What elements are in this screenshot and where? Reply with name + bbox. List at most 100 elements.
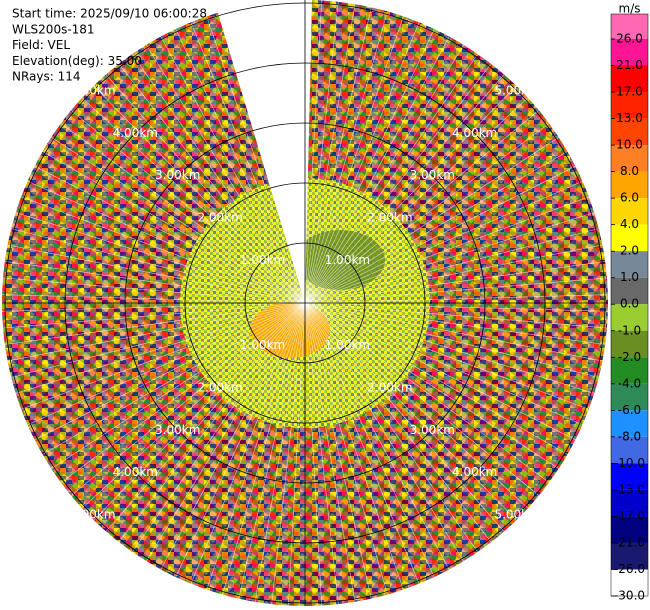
colorbar-segment (611, 145, 648, 172)
ray (304, 97, 529, 304)
colorbar-segment (611, 14, 648, 39)
ray (70, 302, 306, 496)
ray (304, 1, 339, 304)
range-label: 2.00km (197, 380, 242, 394)
range-ring (64, 62, 546, 544)
range-label: 3.00km (410, 423, 455, 437)
ray (132, 302, 306, 553)
range-label: 4.00km (113, 126, 158, 140)
range-label: 2.00km (367, 211, 412, 225)
colorbar-tick-label: 21.0 (616, 58, 643, 72)
ray (81, 97, 306, 304)
ray (11, 302, 306, 378)
range-label: 5.00km (494, 508, 539, 522)
ray (105, 302, 306, 532)
overlay-labels: 1.00km 1.00km 1.00km 1.00km 2.00km 2.00km 2.00… (12, 7, 540, 522)
colorbar-segment (611, 410, 648, 437)
range-label: 5.00km (70, 83, 115, 97)
colorbar-segment (611, 65, 648, 93)
ray (2, 294, 306, 304)
ray (105, 74, 306, 304)
ray (175, 28, 306, 304)
ray (304, 302, 568, 455)
range-label: 3.00km (155, 423, 200, 437)
colorbar-tick-label: 17.0 (616, 85, 643, 99)
range-label: 3.00km (410, 168, 455, 182)
range-label: 1.00km (325, 338, 370, 352)
ray (304, 302, 388, 595)
ray (304, 302, 583, 425)
ray (304, 302, 505, 532)
colorbar-tick-label: -26.0 (614, 562, 645, 576)
ray (34, 165, 306, 304)
ray (27, 302, 306, 425)
ray (304, 0, 322, 304)
colorbar-tick-label: -21.0 (614, 535, 645, 549)
ray (206, 302, 306, 590)
ray (304, 302, 599, 378)
ray (304, 302, 540, 496)
ray (304, 244, 603, 304)
ray (15, 302, 306, 394)
ray (304, 302, 492, 543)
ray (304, 302, 464, 562)
colorbar-tick-label: -30.0 (614, 589, 645, 603)
ray (3, 302, 306, 329)
ray (4, 261, 306, 304)
ray (93, 85, 306, 304)
ray (304, 302, 529, 509)
ray (160, 302, 306, 570)
colorbar-tick-label: 0.0 (620, 297, 639, 311)
ray (304, 212, 595, 304)
ray (60, 302, 306, 483)
colorbar-segment (611, 489, 648, 517)
ray (190, 302, 306, 584)
colorbar-segment (611, 357, 648, 384)
ray (254, 302, 306, 602)
ray (304, 302, 550, 483)
ray (304, 302, 517, 521)
range-label: 2.00km (197, 211, 242, 225)
ray (304, 261, 606, 304)
ray (21, 302, 306, 410)
colorbar: m/s 26.0 21.0 17.0 13.0 10.0 8.0 6.0 4.0 2.0 1.0 0.… (610, 2, 649, 603)
ray (175, 302, 306, 578)
colorbar-segment (611, 277, 648, 305)
header-line: Elevation(deg): 35.00 (12, 54, 142, 68)
range-label: 5.00km (494, 83, 539, 97)
header-line: Field: VEL (12, 38, 70, 52)
colorbar-tick-label: -10.0 (614, 456, 645, 470)
ray (3, 277, 306, 304)
colorbar-tick-label: 10.0 (616, 138, 643, 152)
ray (304, 302, 356, 602)
ray (15, 212, 306, 304)
ray (304, 302, 576, 441)
ray (60, 123, 306, 304)
ray (304, 36, 450, 304)
colorbar-segment (611, 542, 648, 570)
ray (304, 294, 608, 304)
ray (81, 302, 306, 509)
colorbar-tick-label: 6.0 (620, 191, 639, 205)
ray (304, 302, 450, 570)
colorbar-segment (611, 304, 648, 331)
ray (146, 302, 306, 562)
ray (222, 11, 306, 304)
ray (238, 302, 306, 599)
ray (70, 110, 306, 304)
header-line: Start time: 2025/09/10 06:00:28 (12, 7, 207, 21)
ray (304, 7, 372, 304)
ray (304, 110, 540, 304)
ray (304, 22, 420, 304)
ray (7, 244, 306, 304)
colorbar-segment (611, 171, 648, 199)
ray (304, 11, 388, 304)
colorbar-segment (611, 383, 648, 411)
ray (118, 302, 306, 543)
colorbar-tick-label: 2.0 (620, 244, 639, 258)
range-ring (184, 182, 426, 424)
range-label: 1.00km (325, 253, 370, 267)
ray (93, 302, 306, 521)
ray (51, 302, 306, 469)
